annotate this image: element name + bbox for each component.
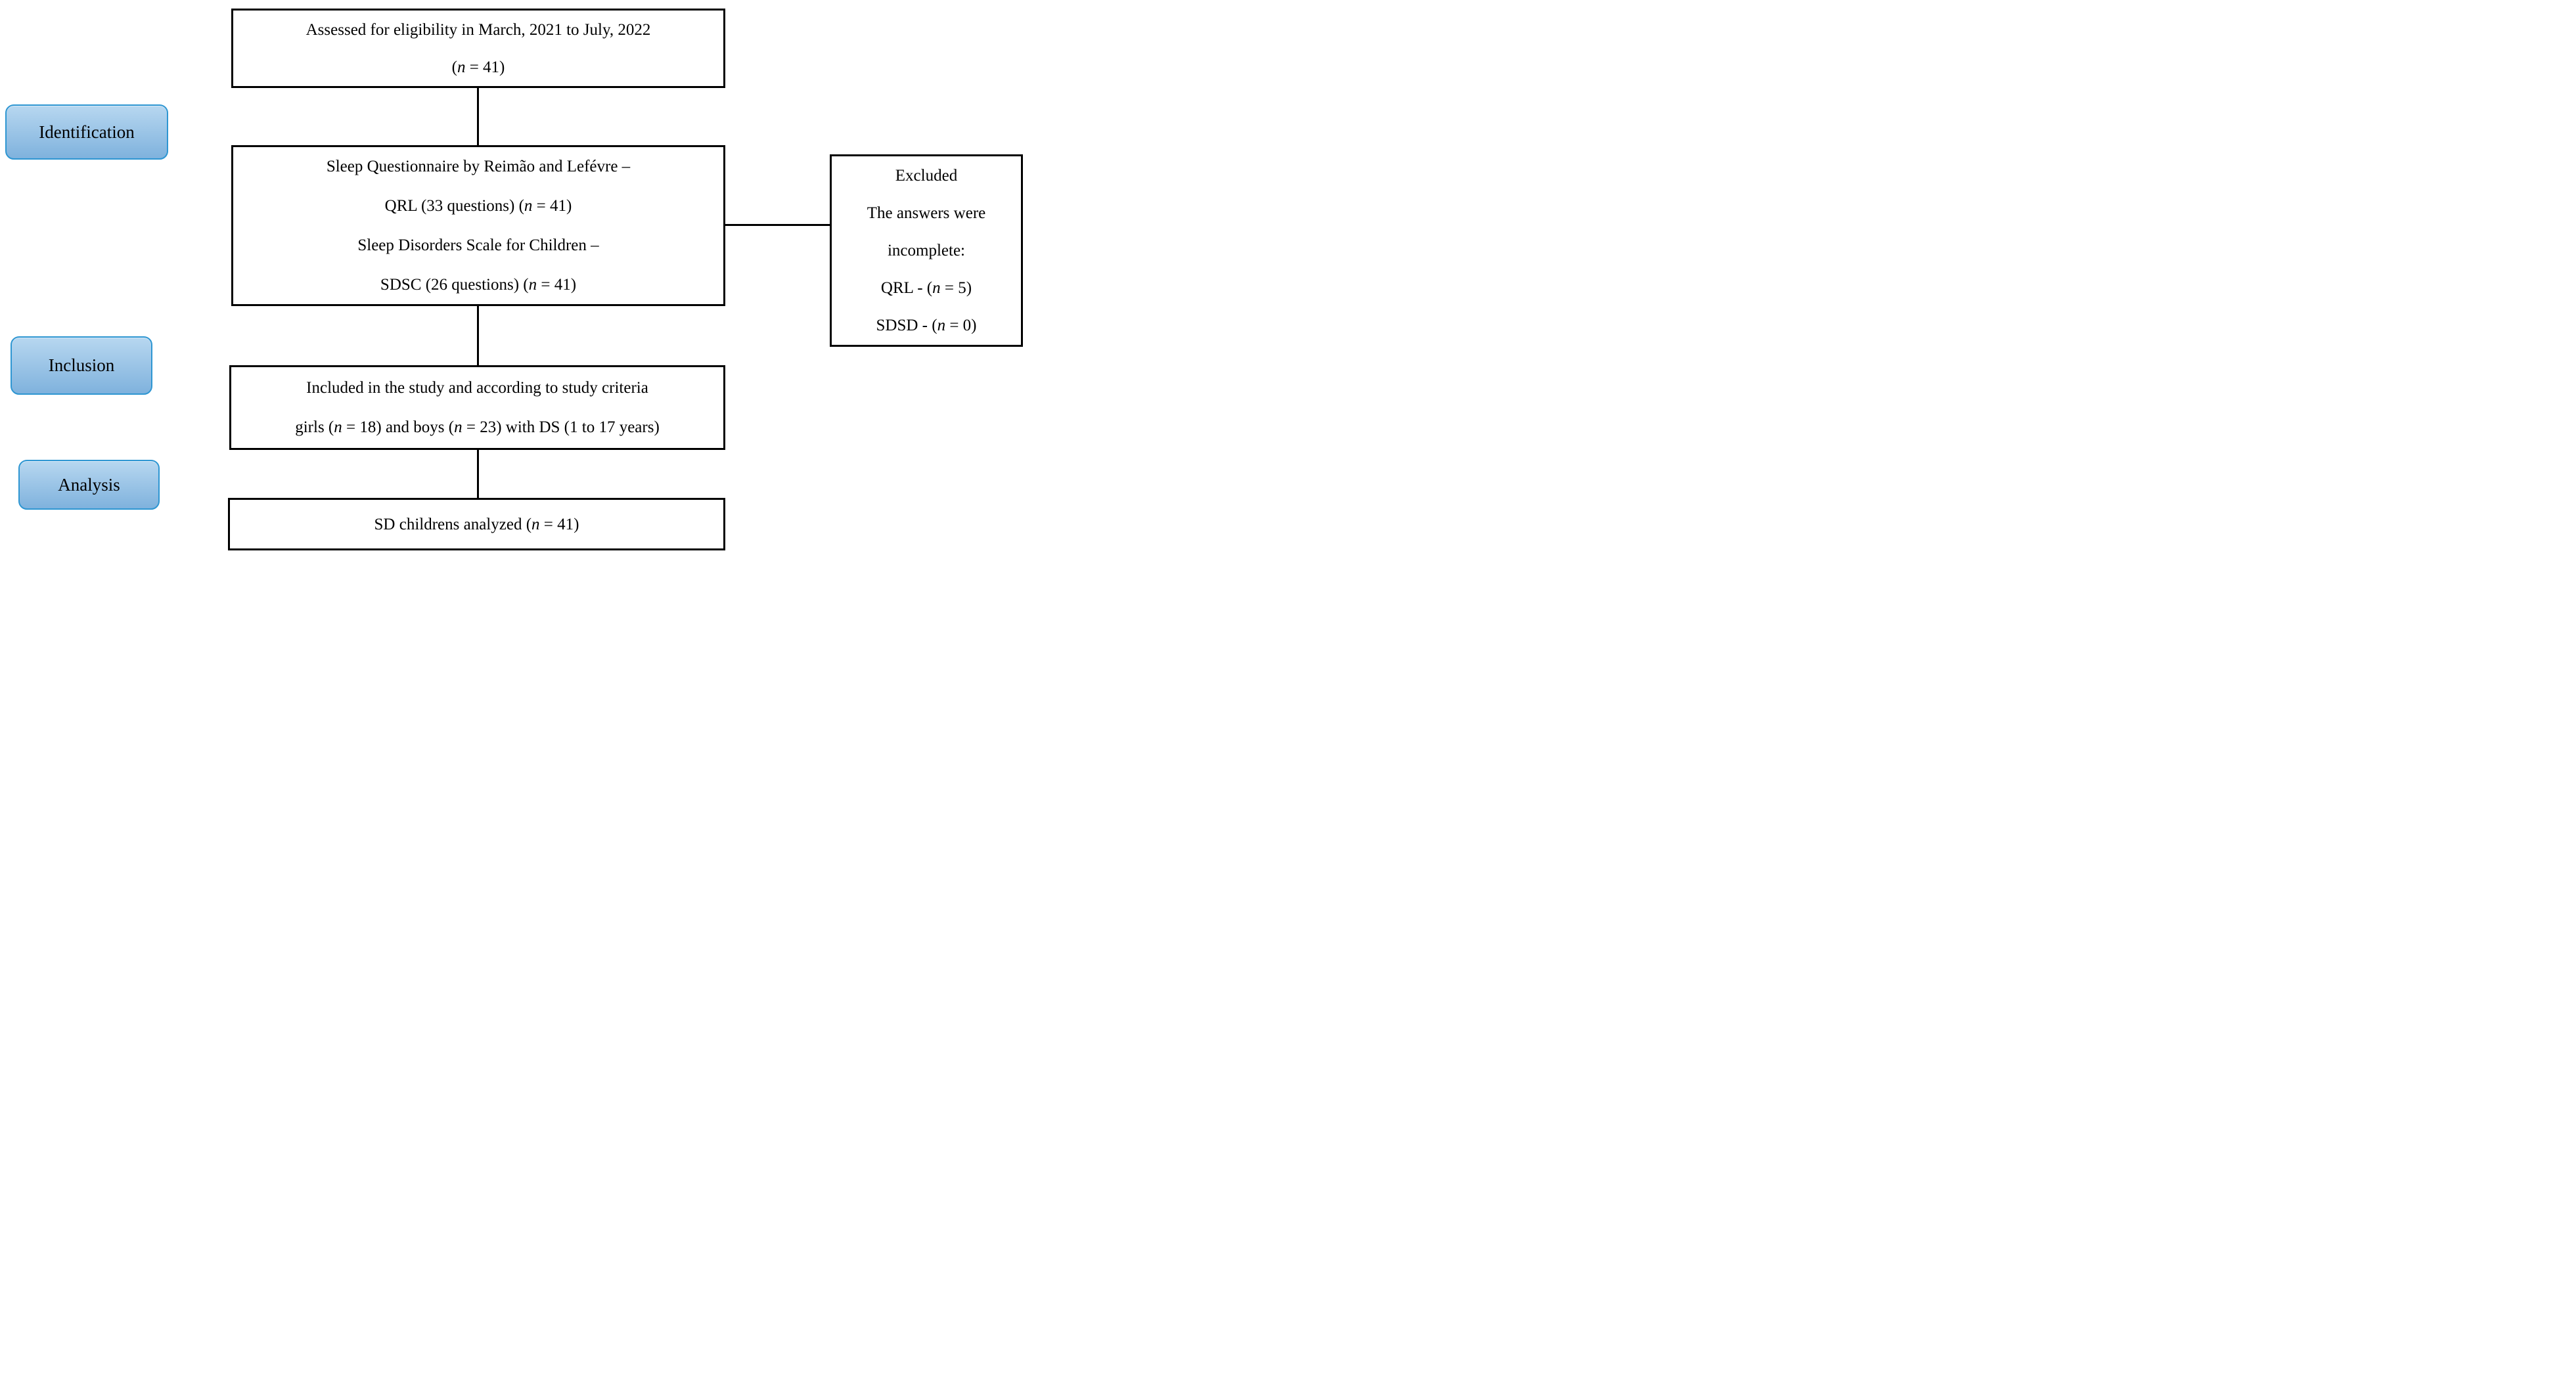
study-flow-diagram: Assessed for eligibility in March, 2021 … (0, 0, 1030, 552)
box-line: girls (n = 18) and boys (n = 23) with DS… (295, 418, 660, 436)
box-line: (n = 41) (451, 58, 505, 76)
included-box: Included in the study and according to s… (229, 365, 725, 450)
stage-label-text: Identification (39, 122, 135, 142)
stage-label-identification: Identification (5, 104, 168, 160)
connector-questionnaires-to-excluded (725, 224, 830, 226)
box-line: Sleep Questionnaire by Reimão and Lefévr… (326, 157, 631, 175)
connector-assessed-to-questionnaires (477, 88, 479, 145)
box-line: QRL - (n = 5) (880, 279, 972, 297)
stage-label-inclusion: Inclusion (11, 336, 152, 395)
stage-label-text: Analysis (58, 474, 120, 495)
box-line: Included in the study and according to s… (306, 378, 648, 397)
box-line: The answers were (867, 204, 986, 222)
box-line: Sleep Disorders Scale for Children – (357, 236, 599, 254)
box-line: incomplete: (887, 242, 966, 259)
box-line: Excluded (895, 167, 958, 185)
assessed-box: Assessed for eligibility in March, 2021 … (231, 9, 725, 88)
box-line: QRL (33 questions) (n = 41) (384, 196, 572, 215)
box-line: Assessed for eligibility in March, 2021 … (305, 20, 651, 39)
stage-label-analysis: Analysis (18, 460, 160, 510)
connector-questionnaires-to-included (477, 306, 479, 365)
excluded-box: Excluded The answers were incomplete: QR… (830, 154, 1023, 347)
stage-label-text: Inclusion (48, 355, 115, 375)
connector-included-to-analyzed (477, 450, 479, 498)
box-line: SDSC (26 questions) (n = 41) (380, 275, 577, 294)
questionnaires-box: Sleep Questionnaire by Reimão and Lefévr… (231, 145, 725, 306)
box-line: SD childrens analyzed (n = 41) (374, 515, 579, 533)
analyzed-box: SD childrens analyzed (n = 41) (228, 498, 725, 550)
box-line: SDSD - (n = 0) (876, 317, 977, 334)
